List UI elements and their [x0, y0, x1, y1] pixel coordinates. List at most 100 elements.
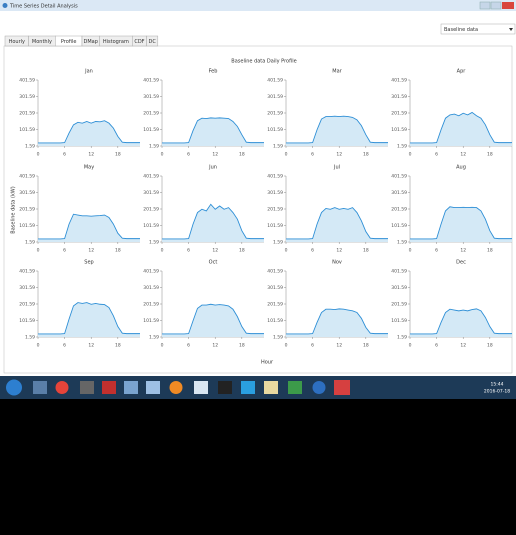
- taskbar-icon[interactable]: [102, 381, 116, 394]
- panel-title: Jun: [208, 165, 217, 171]
- y-tick-label: 101.59: [267, 223, 283, 229]
- y-tick-label: 1.59: [149, 240, 159, 246]
- maximize-button[interactable]: [490, 1, 502, 10]
- y-tick-label: 201.59: [19, 111, 35, 117]
- taskbar-icon[interactable]: [241, 381, 255, 394]
- y-tick-label: 201.59: [267, 207, 283, 213]
- y-tick-label: 301.59: [267, 285, 283, 291]
- dropdown[interactable]: [440, 23, 516, 35]
- y-tick-label: 401.59: [143, 174, 159, 180]
- x-tick-label: 12: [460, 152, 466, 158]
- x-tick-label: 12: [336, 343, 342, 349]
- y-tick-label: 401.59: [391, 174, 407, 180]
- clock-time: 15:44: [491, 382, 504, 388]
- x-tick-label: 18: [115, 152, 121, 158]
- area: [410, 112, 512, 146]
- start-button[interactable]: [6, 379, 22, 396]
- taskbar-icon[interactable]: [146, 381, 160, 394]
- tab-label: DC: [149, 39, 157, 45]
- minimize-button[interactable]: [479, 1, 491, 10]
- panel-title: Jan: [84, 69, 93, 75]
- area: [286, 308, 388, 337]
- area: [38, 214, 140, 242]
- tab-label: DMap: [83, 39, 97, 45]
- y-tick-label: 101.59: [19, 318, 35, 324]
- y-tick-label: 301.59: [143, 190, 159, 196]
- y-tick-label: 401.59: [143, 269, 159, 275]
- taskbar-icon[interactable]: [55, 381, 69, 394]
- panel-title: Nov: [332, 260, 342, 266]
- app-icon: [2, 3, 8, 8]
- line: [410, 308, 512, 335]
- x-tick-label: 18: [115, 248, 121, 254]
- x-tick-label: 0: [409, 248, 412, 254]
- panel-title: Feb: [209, 69, 218, 75]
- tab-label: Histogram: [103, 39, 129, 45]
- x-tick-label: 0: [37, 152, 40, 158]
- y-tick-label: 1.59: [25, 240, 35, 246]
- panel-title: Aug: [456, 165, 466, 171]
- x-tick-label: 0: [285, 248, 288, 254]
- y-tick-label: 101.59: [267, 318, 283, 324]
- x-tick-label: 0: [161, 152, 164, 158]
- x-tick-label: 6: [311, 152, 314, 158]
- y-tick-label: 301.59: [19, 94, 35, 100]
- area: [410, 308, 512, 337]
- x-tick-label: 18: [363, 343, 369, 349]
- taskbar-icon[interactable]: [288, 381, 302, 394]
- taskbar-icon[interactable]: [80, 381, 94, 394]
- x-tick-label: 18: [363, 152, 369, 158]
- y-tick-label: 1.59: [149, 335, 159, 341]
- line: [410, 111, 512, 144]
- x-tick-label: 6: [435, 248, 438, 254]
- y-tick-label: 401.59: [19, 78, 35, 84]
- y-tick-label: 301.59: [267, 190, 283, 196]
- taskbar-icon[interactable]: [334, 380, 350, 395]
- y-tick-label: 301.59: [391, 285, 407, 291]
- taskbar: [0, 376, 516, 399]
- taskbar-icon[interactable]: [218, 381, 232, 394]
- y-tick-label: 1.59: [273, 144, 283, 150]
- y-tick-label: 101.59: [143, 318, 159, 324]
- panel-title: May: [84, 165, 94, 171]
- taskbar-icon[interactable]: [264, 381, 278, 394]
- x-tick-label: 0: [37, 248, 40, 254]
- x-tick-label: 0: [285, 343, 288, 349]
- tab-label: CDF: [134, 39, 144, 45]
- y-tick-label: 301.59: [267, 94, 283, 100]
- y-tick-label: 201.59: [143, 207, 159, 213]
- close-button[interactable]: [502, 2, 514, 9]
- line: [162, 203, 264, 240]
- y-tick-label: 101.59: [19, 223, 35, 229]
- taskbar-icon[interactable]: [194, 381, 208, 394]
- y-tick-label: 1.59: [397, 240, 407, 246]
- x-tick-label: 12: [336, 248, 342, 254]
- y-tick-label: 201.59: [391, 302, 407, 308]
- x-tick-label: 12: [460, 343, 466, 349]
- x-tick-label: 6: [187, 152, 190, 158]
- x-tick-label: 6: [435, 343, 438, 349]
- y-tick-label: 401.59: [391, 269, 407, 275]
- taskbar-icon[interactable]: [312, 381, 326, 394]
- window-title: Time Series Detail Analysis: [9, 4, 78, 10]
- dropdown-arrow: [509, 28, 513, 31]
- x-tick-label: 18: [115, 343, 121, 349]
- line: [38, 213, 140, 240]
- x-tick-label: 12: [336, 152, 342, 158]
- line: [162, 117, 264, 144]
- y-tick-label: 401.59: [19, 174, 35, 180]
- area: [38, 120, 140, 146]
- taskbar-icon[interactable]: [124, 381, 138, 394]
- title-bar: [0, 0, 516, 11]
- y-tick-label: 401.59: [143, 78, 159, 84]
- x-tick-label: 6: [311, 248, 314, 254]
- clock-date: 2016-07-18: [484, 389, 510, 395]
- x-tick-label: 18: [363, 248, 369, 254]
- taskbar-icon[interactable]: [169, 381, 183, 394]
- taskbar-icon[interactable]: [33, 381, 47, 394]
- tab-label: Profile: [61, 39, 77, 45]
- y-axis-label: Baseline data (kW): [11, 186, 17, 233]
- tab[interactable]: [146, 35, 159, 47]
